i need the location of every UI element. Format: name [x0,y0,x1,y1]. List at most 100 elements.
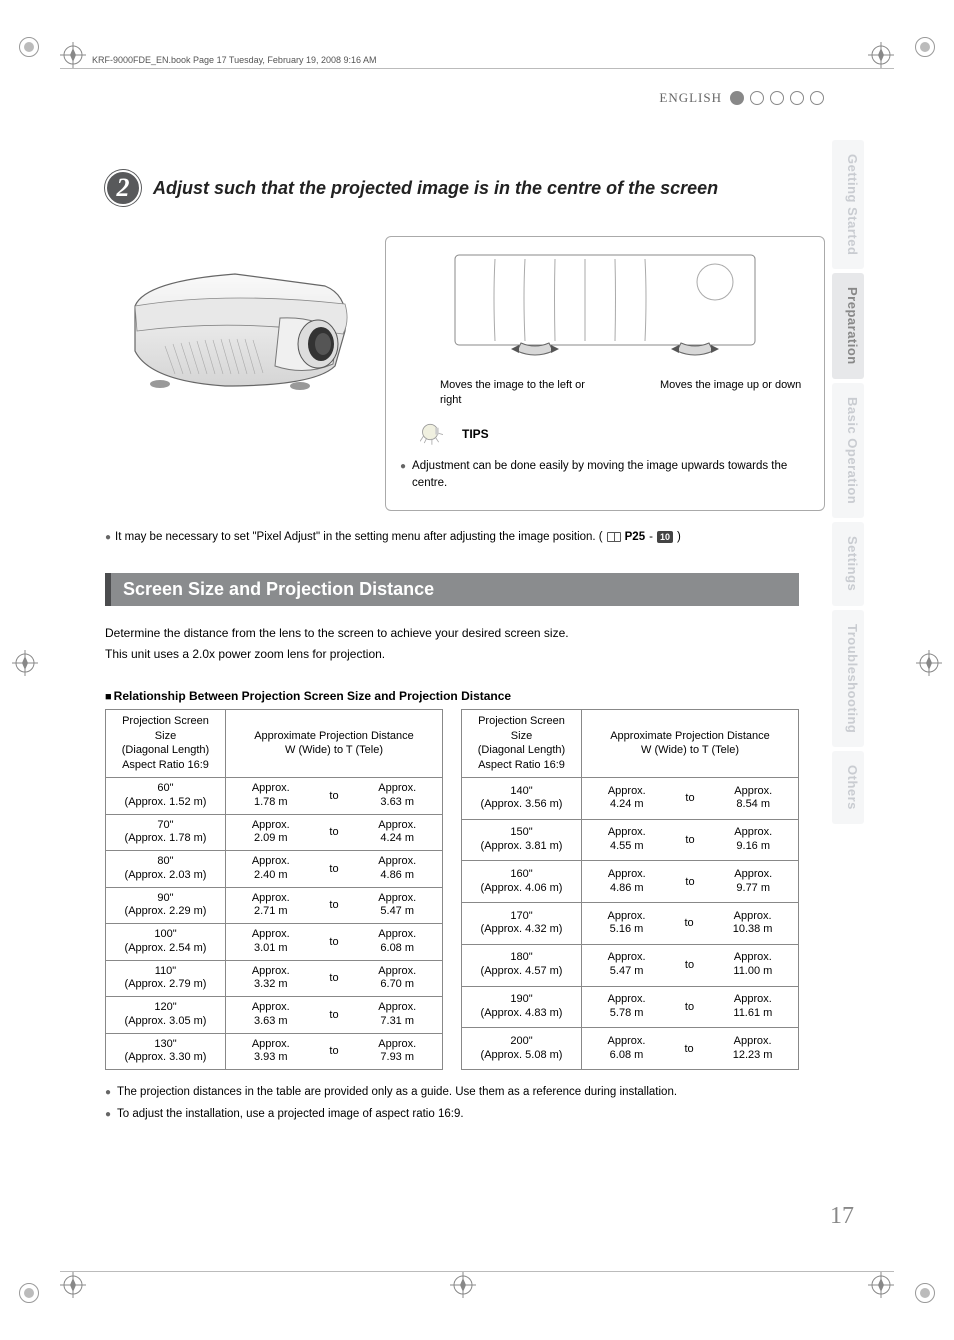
note-suffix: ) [677,531,681,543]
reg-mark-bl [60,1272,86,1298]
page-content: 2 Adjust such that the projected image i… [105,170,799,1128]
cell-size: 130"(Approx. 3.30 m) [106,1033,226,1070]
footnote-2: To adjust the installation, use a projec… [117,1106,464,1124]
reg-mark-bm [450,1272,476,1298]
tips-text: ● Adjustment can be done easily by movin… [400,458,810,493]
cell-size: 90"(Approx. 2.29 m) [106,887,226,924]
table-row: 170"(Approx. 4.32 m)Approx.5.16 mtoAppro… [462,903,799,945]
lens-shift-panel: Moves the image to the left or right Mov… [385,236,825,511]
dot-solid-icon [730,91,744,105]
step-heading: 2 Adjust such that the projected image i… [105,170,799,206]
cell-size: 180"(Approx. 4.57 m) [462,944,582,986]
cell-size: 80"(Approx. 2.03 m) [106,851,226,888]
lightbulb-icon [420,419,454,450]
cell-size: 110"(Approx. 2.79 m) [106,960,226,997]
dial-caption-left: Moves the image to the left or right [440,378,590,409]
dial-caption-right: Moves the image up or down [660,378,810,409]
sidebar-tab-troubleshooting[interactable]: Troubleshooting [832,610,864,747]
note-badge: 10 [657,531,673,543]
table-row: 180"(Approx. 4.57 m)Approx.5.47 mtoAppro… [462,944,799,986]
cell-size: 170"(Approx. 4.32 m) [462,903,582,945]
cell-size: 160"(Approx. 4.06 m) [462,861,582,903]
cell-distance: Approx.4.86 mtoApprox.9.77 m [582,861,799,903]
cell-distance: Approx.6.08 mtoApprox.12.23 m [582,1028,799,1070]
footnote-1: The projection distances in the table ar… [117,1084,677,1102]
step-number-badge: 2 [105,170,141,206]
illustration-panels: Moves the image to the left or right Mov… [105,236,799,511]
cell-size: 70"(Approx. 1.78 m) [106,814,226,851]
cell-distance: Approx.3.32 mtoApprox.6.70 m [226,960,443,997]
intro-line-1: Determine the distance from the lens to … [105,624,799,643]
table-row: 160"(Approx. 4.06 m)Approx.4.86 mtoAppro… [462,861,799,903]
dot-open-icon [790,91,804,105]
dot-open-icon [770,91,784,105]
crop-mark-br [906,1274,944,1312]
sidebar-tabs: Getting Started Preparation Basic Operatio… [832,140,864,824]
step-title: Adjust such that the projected image is … [153,178,718,199]
cell-distance: Approx.3.93 mtoApprox.7.93 m [226,1033,443,1070]
dot-open-icon [750,91,764,105]
cell-distance: Approx.3.63 mtoApprox.7.31 m [226,997,443,1034]
cell-size: 120"(Approx. 3.05 m) [106,997,226,1034]
distance-table-right: Projection Screen Size(Diagonal Length)A… [461,709,799,1070]
sidebar-tab-others[interactable]: Others [832,751,864,824]
cell-size: 100"(Approx. 2.54 m) [106,924,226,961]
table-row: 70"(Approx. 1.78 m)Approx.2.09 mtoApprox… [106,814,443,851]
reg-mark-br [868,1272,894,1298]
crop-mark-bl [10,1274,48,1312]
projector-illustration [105,236,365,416]
cell-size: 150"(Approx. 3.81 m) [462,819,582,861]
table-row: 120"(Approx. 3.05 m)Approx.3.63 mtoAppro… [106,997,443,1034]
cell-size: 60"(Approx. 1.52 m) [106,778,226,815]
table-row: 190"(Approx. 4.83 m)Approx.5.78 mtoAppro… [462,986,799,1028]
cell-distance: Approx.2.09 mtoApprox.4.24 m [226,814,443,851]
tips-body: Adjustment can be done easily by moving … [412,458,810,493]
cell-size: 190"(Approx. 4.83 m) [462,986,582,1028]
col-header-size: Projection Screen Size(Diagonal Length)A… [106,709,226,777]
tips-label: TIPS [462,427,489,441]
cell-distance: Approx.2.71 mtoApprox.5.47 m [226,887,443,924]
note-pixel-adjust: ● It may be necessary to set "Pixel Adju… [105,531,799,543]
table-row: 140"(Approx. 3.56 m)Approx.4.24 mtoAppro… [462,778,799,820]
page-number: 17 [830,1203,854,1230]
table-row: 150"(Approx. 3.81 m)Approx.4.55 mtoAppro… [462,819,799,861]
cell-distance: Approx.5.47 mtoApprox.11.00 m [582,944,799,986]
header-rule [60,68,894,69]
cell-distance: Approx.5.78 mtoApprox.11.61 m [582,986,799,1028]
language-label: ENGLISH [659,90,722,106]
cell-size: 200"(Approx. 5.08 m) [462,1028,582,1070]
reg-mark-ml [12,650,38,676]
table-row: 80"(Approx. 2.03 m)Approx.2.40 mtoApprox… [106,851,443,888]
section-intro: Determine the distance from the lens to … [105,624,799,664]
sidebar-tab-settings[interactable]: Settings [832,522,864,605]
table-row: 200"(Approx. 5.08 m)Approx.6.08 mtoAppro… [462,1028,799,1070]
language-dots [730,91,824,105]
col-header-size: Projection Screen Size(Diagonal Length)A… [462,709,582,777]
cell-distance: Approx.5.16 mtoApprox.10.38 m [582,903,799,945]
lens-shift-illustration [400,247,810,367]
cell-size: 140"(Approx. 3.56 m) [462,778,582,820]
book-icon [607,532,621,542]
table-row: 60"(Approx. 1.52 m)Approx.1.78 mtoApprox… [106,778,443,815]
cell-distance: Approx.2.40 mtoApprox.4.86 m [226,851,443,888]
table-row: 100"(Approx. 2.54 m)Approx.3.01 mtoAppro… [106,924,443,961]
reg-mark-tr [868,42,894,68]
sidebar-tab-preparation[interactable]: Preparation [832,273,864,379]
crop-mark-tl [10,28,48,66]
sidebar-tab-getting-started[interactable]: Getting Started [832,140,864,269]
book-header: KRF-9000FDE_EN.book Page 17 Tuesday, Feb… [92,55,377,65]
note-page-ref: P25 [625,531,645,543]
table-subheading: ■Relationship Between Projection Screen … [105,689,799,703]
dot-open-icon [810,91,824,105]
sidebar-tab-basic-operation[interactable]: Basic Operation [832,383,864,518]
cell-distance: Approx.4.24 mtoApprox.8.54 m [582,778,799,820]
subhead-text: Relationship Between Projection Screen S… [114,689,511,703]
table-row: 90"(Approx. 2.29 m)Approx.2.71 mtoApprox… [106,887,443,924]
cell-distance: Approx.3.01 mtoApprox.6.08 m [226,924,443,961]
distance-tables: Projection Screen Size(Diagonal Length)A… [105,709,799,1070]
reg-mark-mr [916,650,942,676]
distance-table-left: Projection Screen Size(Diagonal Length)A… [105,709,443,1070]
crop-mark-tr [906,28,944,66]
tips-row: TIPS [420,419,810,450]
cell-distance: Approx.1.78 mtoApprox.3.63 m [226,778,443,815]
